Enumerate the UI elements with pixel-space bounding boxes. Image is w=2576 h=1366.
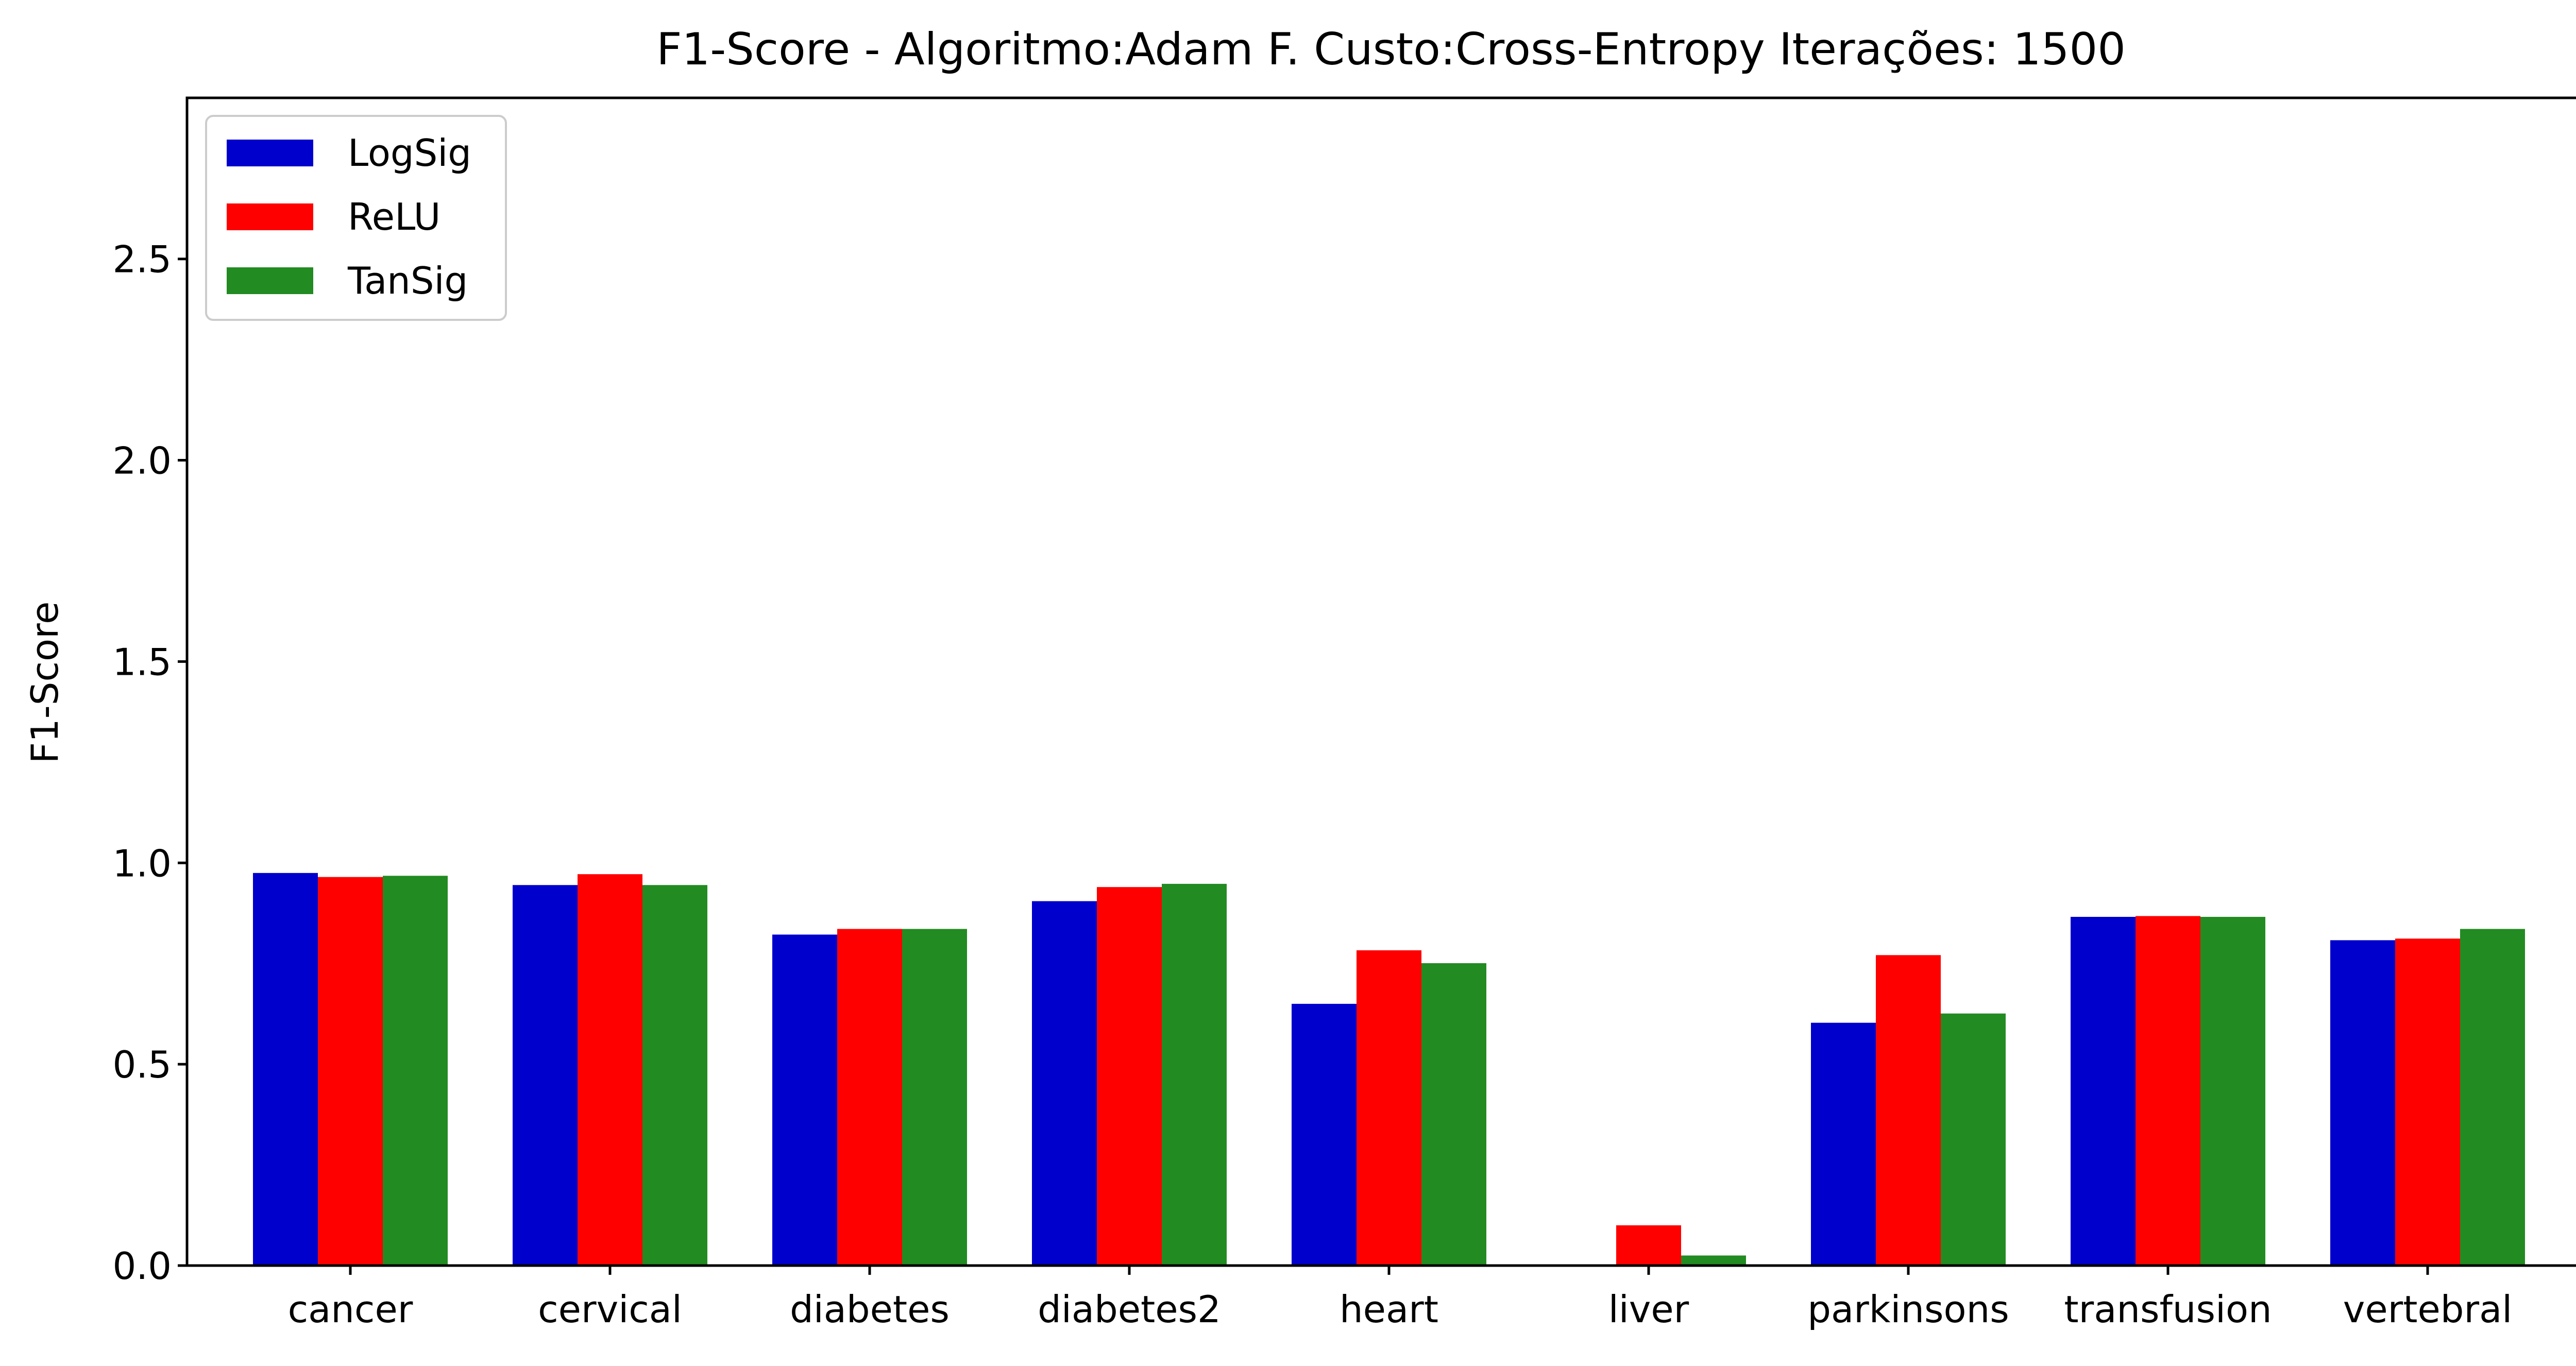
chart-title: F1-Score - Algoritmo:Adam F. Custo:Cross… <box>656 24 2126 75</box>
x-tick-label: diabetes <box>790 1288 950 1331</box>
legend-label-LogSig: LogSig <box>348 131 471 175</box>
bar-ReLU-cervical <box>578 874 642 1266</box>
bar-TanSig-cervical <box>642 885 707 1266</box>
bar-TanSig-parkinsons <box>1941 1013 2006 1266</box>
bar-ReLU-cancer <box>318 877 383 1266</box>
x-tick-label: heart <box>1340 1288 1438 1331</box>
bar-LogSig-transfusion <box>2071 917 2136 1266</box>
bar-TanSig-liver <box>1681 1255 1746 1266</box>
x-tick-label: diabetes2 <box>1038 1288 1221 1331</box>
bar-LogSig-parkinsons <box>1811 1022 1876 1266</box>
x-tick-label: cancer <box>288 1288 413 1331</box>
bar-ReLU-transfusion <box>2136 916 2200 1266</box>
bar-LogSig-heart <box>1292 1003 1357 1266</box>
legend-swatch-LogSig <box>227 140 313 166</box>
x-tick-label: vertebral <box>2343 1288 2512 1331</box>
bar-TanSig-transfusion <box>2200 917 2265 1266</box>
y-tick-label: 0.0 <box>112 1244 172 1288</box>
bar-ReLU-heart <box>1357 950 1421 1266</box>
x-tick-label: parkinsons <box>1807 1288 2009 1331</box>
y-axis-label: F1-Score <box>23 602 66 764</box>
x-tick-label: transfusion <box>2064 1288 2272 1331</box>
y-tick-label: 1.5 <box>112 640 172 684</box>
bar-LogSig-cancer <box>253 873 318 1266</box>
bar-ReLU-vertebral <box>2395 938 2460 1266</box>
bar-LogSig-diabetes <box>772 934 837 1266</box>
plot-area-frame <box>185 96 2576 1267</box>
bar-ReLU-diabetes2 <box>1097 887 1162 1266</box>
bar-LogSig-vertebral <box>2330 940 2395 1266</box>
legend-label-TanSig: TanSig <box>347 259 468 302</box>
legend-label-ReLU: ReLU <box>348 195 440 238</box>
bar-LogSig-diabetes2 <box>1032 901 1097 1266</box>
y-axis-ticks: 0.0 0.5 1.0 1.5 2.0 2.5 <box>112 238 187 1288</box>
bar-TanSig-vertebral <box>2460 929 2525 1266</box>
x-tick-label: cervical <box>538 1288 682 1331</box>
y-tick-label: 2.5 <box>112 238 172 281</box>
bar-LogSig-cervical <box>513 885 578 1266</box>
bar-TanSig-cancer <box>383 876 448 1266</box>
y-tick-label: 2.0 <box>112 439 172 483</box>
legend-swatch-ReLU <box>227 203 313 230</box>
y-tick-label: 1.0 <box>112 842 172 885</box>
legend-swatch-TanSig <box>227 267 313 294</box>
bar-TanSig-diabetes <box>902 929 967 1266</box>
bar-ReLU-diabetes <box>837 929 902 1266</box>
legend: LogSig ReLU TanSig <box>205 115 507 321</box>
y-tick-label: 0.5 <box>112 1043 172 1086</box>
x-axis-ticks: cancer cervical diabetes diabetes2 heart live… <box>288 1266 2512 1331</box>
bar-ReLU-parkinsons <box>1876 955 1941 1266</box>
x-tick-label: liver <box>1608 1288 1689 1331</box>
bar-TanSig-diabetes2 <box>1162 883 1227 1266</box>
bars-group <box>253 873 2525 1266</box>
bar-TanSig-heart <box>1421 963 1486 1266</box>
bar-ReLU-liver <box>1616 1225 1681 1266</box>
